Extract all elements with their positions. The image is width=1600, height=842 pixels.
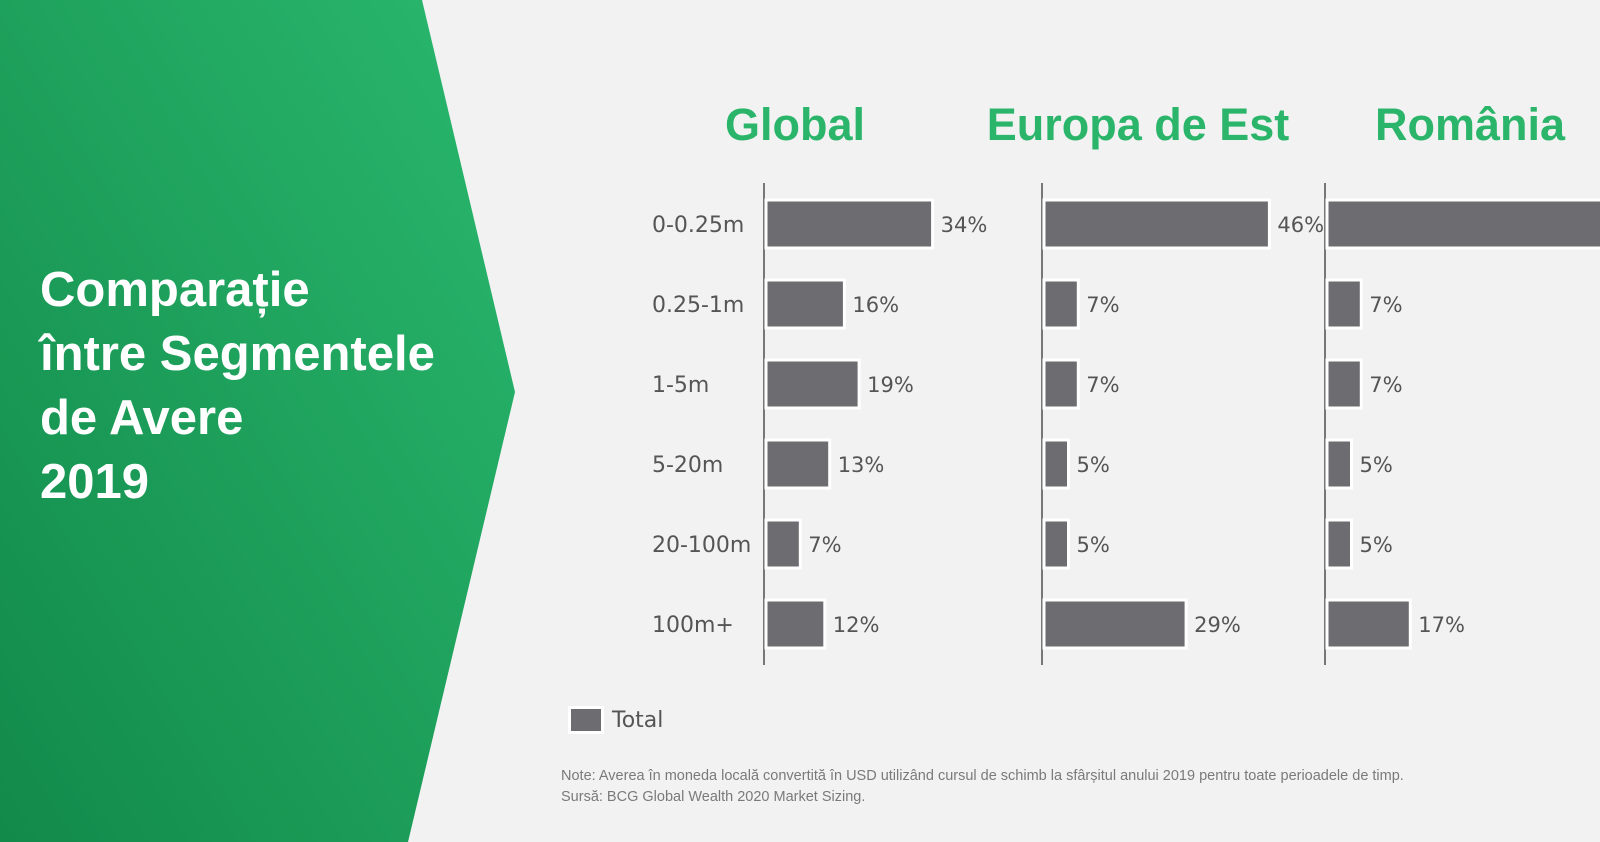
bar: [764, 278, 846, 330]
value-label: 7%: [808, 533, 841, 557]
title-panel-shape: [0, 0, 515, 842]
bar: [1325, 278, 1363, 330]
legend: Total: [568, 706, 663, 734]
page-title: Comparație între Segmentele de Avere 201…: [40, 258, 435, 514]
panel-title: Europa de Est: [987, 99, 1290, 150]
category-label: 0.25-1m: [652, 293, 744, 318]
footnotes: Note: Averea în moneda locală convertită…: [561, 766, 1404, 808]
bar: [764, 358, 861, 410]
category-label: 1-5m: [652, 373, 709, 398]
value-label: 5%: [1360, 453, 1393, 477]
note-text: Note: Averea în moneda locală convertită…: [561, 768, 1404, 784]
title-line-3: de Avere: [40, 391, 244, 445]
category-label: 100m+: [652, 613, 734, 638]
bar: [1325, 598, 1412, 650]
bar: [1042, 438, 1070, 490]
bar: [1042, 518, 1070, 570]
title-line-4: 2019: [40, 455, 150, 509]
value-label: 13%: [838, 453, 885, 477]
panel-title: Global: [725, 99, 865, 150]
bar: [1042, 598, 1188, 650]
value-label: 46%: [1277, 213, 1324, 237]
bar: [1042, 198, 1271, 250]
category-label: 20-100m: [652, 533, 751, 558]
value-label: 5%: [1360, 533, 1393, 557]
title-line-1: Comparație: [40, 263, 310, 317]
value-label: 12%: [833, 613, 880, 637]
title-panel: [0, 0, 515, 842]
bar: [1325, 518, 1353, 570]
value-label: 5%: [1077, 453, 1110, 477]
value-label: 7%: [1369, 293, 1402, 317]
value-label: 34%: [941, 213, 988, 237]
source-text: Sursă: BCG Global Wealth 2020 Market Siz…: [561, 789, 866, 805]
title-line-2: între Segmentele: [40, 327, 435, 381]
bar: [1042, 358, 1080, 410]
value-label: 5%: [1077, 533, 1110, 557]
bar: [1325, 198, 1600, 250]
value-label: 7%: [1369, 373, 1402, 397]
value-label: 19%: [867, 373, 914, 397]
value-label: 7%: [1086, 293, 1119, 317]
value-label: 29%: [1194, 613, 1241, 637]
category-label: 5-20m: [652, 453, 723, 478]
bar: [1325, 438, 1353, 490]
category-label: 0-0.25m: [652, 213, 744, 238]
bar: [764, 438, 832, 490]
value-label: 7%: [1086, 373, 1119, 397]
legend-swatch: [568, 706, 604, 734]
legend-label: Total: [612, 707, 664, 733]
bar: [1042, 278, 1080, 330]
value-label: 17%: [1418, 613, 1465, 637]
value-label: 16%: [852, 293, 899, 317]
bar: [1325, 358, 1363, 410]
bar: [764, 198, 935, 250]
bar: [764, 598, 827, 650]
panel-title: România: [1375, 99, 1566, 150]
bar: [764, 518, 802, 570]
